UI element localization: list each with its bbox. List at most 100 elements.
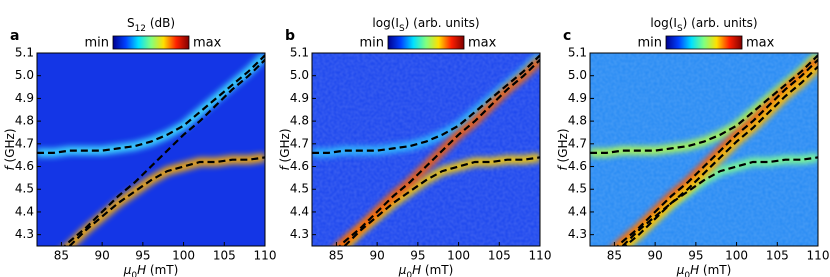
mode-curve xyxy=(67,156,265,246)
x-tick-label: 90 xyxy=(648,249,663,263)
mode-curve xyxy=(342,156,540,246)
y-tick-label: 4.4 xyxy=(290,204,309,218)
colorbar-title-part: log(I xyxy=(650,16,677,30)
colorbar-title-part: S xyxy=(677,24,683,34)
colorbar-title-part: ) (arb. units) xyxy=(683,16,758,30)
colorbar-min: min xyxy=(84,36,109,51)
y-tick-label: 4.9 xyxy=(290,91,309,105)
y-tick-label: 4.7 xyxy=(568,136,587,150)
x-tick-label: 95 xyxy=(688,249,703,263)
y-tick-label: 4.8 xyxy=(290,114,309,128)
colorbar-title-part: S xyxy=(127,16,135,30)
x-tick-label: 100 xyxy=(172,249,195,263)
x-axis-label-part: 0 xyxy=(406,271,412,277)
mode-curve xyxy=(37,54,265,154)
mode-curve xyxy=(338,59,540,246)
mode-curve xyxy=(620,156,818,246)
heatmap xyxy=(312,53,540,246)
y-axis-label-part: f xyxy=(556,165,570,171)
y-axis-label-part: (GHz) xyxy=(278,128,292,166)
y-axis-label: f (GHz) xyxy=(278,128,292,170)
y-tick-label: 4.6 xyxy=(568,159,587,173)
x-axis-label: μ0H (mT) xyxy=(123,263,179,277)
x-axis-label-part: μ xyxy=(123,263,132,277)
panel-label: a xyxy=(10,28,19,44)
panel: 85 90 95 100 105 110 4.3 4.4 4.5 4.6 4.7 4.8 4.9 5.0 5… xyxy=(278,16,552,277)
x-tick-label: 105 xyxy=(766,249,789,263)
y-tick-label: 4.9 xyxy=(568,91,587,105)
x-tick-label: 110 xyxy=(254,249,277,263)
y-axis-label-part: f xyxy=(3,165,17,171)
colorbar-title-part: ) (arb. units) xyxy=(405,16,480,30)
y-tick-label: 4.9 xyxy=(15,91,34,105)
heatmap xyxy=(37,53,265,246)
y-axis-label: f (GHz) xyxy=(3,128,17,170)
x-tick-label: 85 xyxy=(329,249,344,263)
x-tick-label: 95 xyxy=(135,249,150,263)
y-tick-label: 4.3 xyxy=(15,227,34,241)
colorbar-max: max xyxy=(746,36,775,51)
y-tick-label: 5.1 xyxy=(568,46,587,60)
y-tick-label: 5.1 xyxy=(290,46,309,60)
x-tick-label: 110 xyxy=(807,249,830,263)
colorbar-max: max xyxy=(193,36,222,51)
plot-frame xyxy=(311,52,541,247)
y-tick-label: 5.1 xyxy=(15,46,34,60)
x-tick-label: 105 xyxy=(213,249,236,263)
y-tick-label: 5.0 xyxy=(290,68,309,82)
colorbar xyxy=(112,35,190,50)
plot-frame xyxy=(589,52,819,247)
x-axis-label-part: μ xyxy=(398,263,407,277)
colorbar-title-part: log(I xyxy=(372,16,399,30)
x-tick-label: 110 xyxy=(529,249,552,263)
x-axis-label: μ0H (mT) xyxy=(676,263,732,277)
mode-curve xyxy=(312,54,540,154)
y-axis-label-part: f xyxy=(278,165,292,171)
x-axis-label-part: H xyxy=(690,263,699,277)
x-tick-label: 90 xyxy=(95,249,110,263)
colorbar-title: log(IS) (arb. units) xyxy=(372,16,479,34)
x-tick-label: 85 xyxy=(607,249,622,263)
y-tick-label: 4.6 xyxy=(15,159,34,173)
colorbar-title-part: S xyxy=(399,24,405,34)
x-tick-label: 85 xyxy=(54,249,69,263)
y-axis-label-part: (GHz) xyxy=(3,128,17,166)
x-tick-label: 100 xyxy=(447,249,470,263)
plot-frame xyxy=(36,52,266,247)
y-tick-label: 4.4 xyxy=(15,204,34,218)
colorbar-max: max xyxy=(468,36,497,51)
colorbar-title: S12 (dB) xyxy=(127,16,175,34)
mode-curve xyxy=(63,59,265,246)
colorbar-min: min xyxy=(637,36,662,51)
colorbar xyxy=(665,35,743,50)
mode-curve xyxy=(590,54,818,154)
x-tick-label: 90 xyxy=(370,249,385,263)
panel-label: b xyxy=(285,28,295,44)
colorbar-title-part: (dB) xyxy=(146,16,175,30)
y-tick-label: 4.5 xyxy=(290,182,309,196)
x-axis-label-part: (mT) xyxy=(421,263,453,277)
y-tick-label: 4.6 xyxy=(290,159,309,173)
y-tick-label: 4.4 xyxy=(568,204,587,218)
x-axis-label-part: H xyxy=(412,263,421,277)
y-tick-label: 4.5 xyxy=(15,182,34,196)
panel: 85 90 95 100 105 110 4.3 4.4 4.5 4.6 4.7 4.8 4.9 5.0 5… xyxy=(556,16,830,277)
panel-label: c xyxy=(563,28,571,44)
colorbar-min: min xyxy=(359,36,384,51)
y-tick-label: 4.7 xyxy=(15,136,34,150)
y-tick-label: 4.7 xyxy=(290,136,309,150)
x-axis-label: μ0H (mT) xyxy=(398,263,454,277)
y-tick-label: 5.0 xyxy=(568,68,587,82)
x-axis-label-part: (mT) xyxy=(146,263,178,277)
y-tick-label: 4.8 xyxy=(568,114,587,128)
y-axis-label-part: (GHz) xyxy=(556,128,570,166)
x-tick-label: 100 xyxy=(725,249,748,263)
heatmap xyxy=(590,53,818,246)
x-tick-label: 95 xyxy=(410,249,425,263)
x-axis-label-part: (mT) xyxy=(699,263,731,277)
colorbar-title: log(IS) (arb. units) xyxy=(650,16,757,34)
mode-curve xyxy=(623,65,818,246)
x-axis-label-part: 0 xyxy=(131,271,137,277)
panel: 85 90 95 100 105 110 4.3 4.4 4.5 4.6 4.7 4.8 4.9 5.0 5… xyxy=(3,16,277,277)
